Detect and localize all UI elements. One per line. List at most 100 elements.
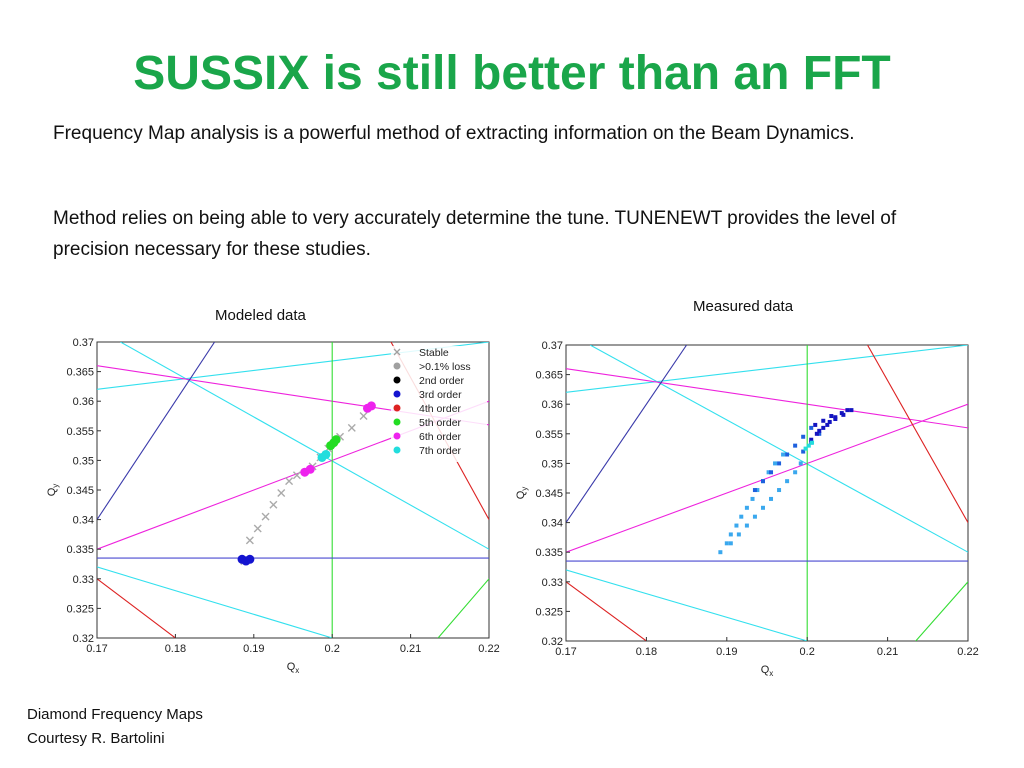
legend-label-0: Stable <box>419 347 449 359</box>
y-tick-label-3: 0.335 <box>535 547 563 559</box>
legend-label-1: >0.1% loss <box>419 361 471 373</box>
point-measured-dark-2 <box>821 425 826 430</box>
point-measured-mid-5 <box>793 443 798 448</box>
point-measured-light-12 <box>728 541 733 546</box>
point-stable-4 <box>269 500 278 509</box>
slide-title: SUSSIX is still better than an FFT <box>133 47 891 100</box>
y-axis-label: Qy <box>46 484 60 497</box>
point-measured-dark-10 <box>841 412 846 417</box>
point-measured-light-0 <box>718 550 723 555</box>
legend-label-3: 3rd order <box>419 389 462 401</box>
point-stable-1 <box>245 536 254 545</box>
point-measured-dark-7 <box>817 428 822 433</box>
y-tick-label-4: 0.34 <box>73 515 94 527</box>
resonance-line-red-6 <box>97 578 176 638</box>
point-measured-mid-7 <box>809 425 814 430</box>
resonance-line-red-6 <box>566 581 647 641</box>
legend-label-6: 6th order <box>419 431 462 443</box>
point-measured-cyan-2 <box>810 440 815 445</box>
point-stable-7 <box>292 471 301 480</box>
legend-marker-7 <box>393 446 401 454</box>
legend-marker-2 <box>393 376 401 384</box>
point-measured-dark-12 <box>813 422 818 427</box>
point-measured-mid-10 <box>817 431 822 436</box>
x-tick-label-5: 0.22 <box>478 643 499 655</box>
plot-layer <box>566 345 968 641</box>
point-measured-dark-9 <box>833 417 838 421</box>
point-measured-light-17 <box>769 496 774 501</box>
resonance-line-green-8 <box>437 578 489 638</box>
point-measured-dark-1 <box>814 431 819 436</box>
y-tick-label-10: 0.37 <box>542 340 563 352</box>
y-tick-label-5: 0.345 <box>66 485 94 497</box>
y-tick-label-10: 0.37 <box>73 337 94 349</box>
legend-marker-1 <box>393 362 401 370</box>
x-tick-label-4: 0.21 <box>877 646 898 658</box>
point-measured-mid-0 <box>752 488 757 493</box>
point-stable-2 <box>253 524 262 533</box>
point-measured-dark-13 <box>821 418 826 423</box>
resonance-line-magenta-3 <box>566 368 968 429</box>
legend-marker-5 <box>393 418 401 426</box>
y-tick-label-5: 0.345 <box>535 488 563 500</box>
point-measured-dark-3 <box>827 419 832 424</box>
y-tick-label-1: 0.325 <box>66 603 94 615</box>
point-measured-light-18 <box>777 488 782 493</box>
y-tick-label-9: 0.365 <box>66 367 94 379</box>
point-measured-cyan-0 <box>803 446 808 451</box>
point-measured-mid-1 <box>760 479 765 484</box>
point-stable-6 <box>285 477 294 486</box>
x-axis-label: Qx <box>761 664 774 678</box>
legend-marker-3 <box>393 390 401 398</box>
x-tick-label-2: 0.19 <box>716 646 737 658</box>
legend-box <box>391 346 487 462</box>
point-measured-mid-6 <box>801 434 806 439</box>
paragraph-intro: Frequency Map analysis is a powerful met… <box>53 123 855 144</box>
point-measured-light-2 <box>728 532 733 537</box>
footer-line-1: Diamond Frequency Maps <box>27 706 203 723</box>
point-measured-dark-6 <box>845 408 850 413</box>
point-7th-order-1 <box>321 449 331 459</box>
legend-label-4: 4th order <box>419 403 462 415</box>
y-tick-label-7: 0.355 <box>66 426 94 438</box>
point-measured-light-7 <box>755 488 760 493</box>
point-measured-cyan-1 <box>806 443 811 448</box>
plot-layer <box>97 342 489 638</box>
plot-area <box>565 344 969 642</box>
point-measured-light-1 <box>724 541 729 546</box>
point-measured-dark-8 <box>825 422 830 427</box>
point-3rd-order-2 <box>245 554 255 564</box>
y-tick-label-7: 0.355 <box>535 429 563 441</box>
x-axis-label: Qx <box>287 661 300 675</box>
point-measured-light-3 <box>734 523 739 528</box>
modeled-frequency-map: 0.17 0.18 0.19 0.2 0.21 0.22 0.32 0.325 0.33 0.33… <box>46 337 500 675</box>
y-tick-label-8: 0.36 <box>73 396 94 408</box>
point-stable-5 <box>277 488 286 497</box>
point-stable-13 <box>359 412 368 420</box>
point-6th-order-3 <box>366 401 376 411</box>
legend: Stable >0.1% loss 2nd order 3rd order 4th or… <box>391 346 487 462</box>
y-tick-label-8: 0.36 <box>542 399 563 411</box>
resonance-line-blue_line-5 <box>566 345 688 523</box>
caption-modeled: Modeled data <box>215 307 306 324</box>
legend-marker-0-b <box>393 348 401 356</box>
x-tick-label-0: 0.17 <box>86 643 107 655</box>
paragraph-method: Method relies on being able to very accu… <box>53 208 897 260</box>
x-tick-label-3: 0.2 <box>325 643 340 655</box>
y-axis-label: Qy <box>515 487 529 500</box>
point-measured-light-5 <box>744 505 749 510</box>
x-tick-label-1: 0.18 <box>636 646 657 658</box>
point-measured-light-6 <box>750 496 755 501</box>
point-stable-3 <box>261 512 270 521</box>
point-measured-light-20 <box>793 470 798 475</box>
point-stable-12 <box>347 423 356 432</box>
y-tick-label-1: 0.325 <box>535 606 563 618</box>
legend-label-5: 5th order <box>419 417 462 429</box>
resonance-line-green-8 <box>915 581 968 641</box>
y-tick-label-2: 0.33 <box>73 574 94 586</box>
x-tick-label-5: 0.22 <box>957 646 978 658</box>
point-measured-light-15 <box>752 514 757 519</box>
point-measured-light-19 <box>785 479 790 484</box>
point-measured-mid-2 <box>769 470 774 475</box>
point-measured-mid-8 <box>801 449 806 454</box>
